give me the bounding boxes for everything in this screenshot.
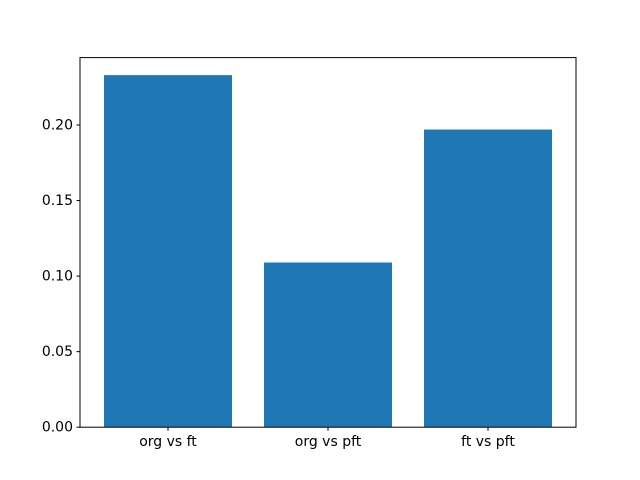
x-tick-label-org-vs-ft: org vs ft bbox=[139, 434, 197, 450]
x-tick-label-ft-vs-pft: ft vs pft bbox=[461, 434, 515, 450]
y-tick-label: 0.05 bbox=[42, 344, 73, 360]
bar-org-vs-pft bbox=[264, 262, 392, 428]
x-tick-label-org-vs-pft: org vs pft bbox=[295, 434, 362, 450]
bar-org-vs-ft bbox=[104, 75, 232, 428]
bar-ft-vs-pft bbox=[424, 129, 552, 428]
y-tick-label: 0.00 bbox=[42, 420, 73, 436]
y-tick-label: 0.15 bbox=[42, 193, 73, 209]
y-tick-label: 0.10 bbox=[42, 269, 73, 285]
y-tick-label: 0.20 bbox=[42, 117, 73, 133]
